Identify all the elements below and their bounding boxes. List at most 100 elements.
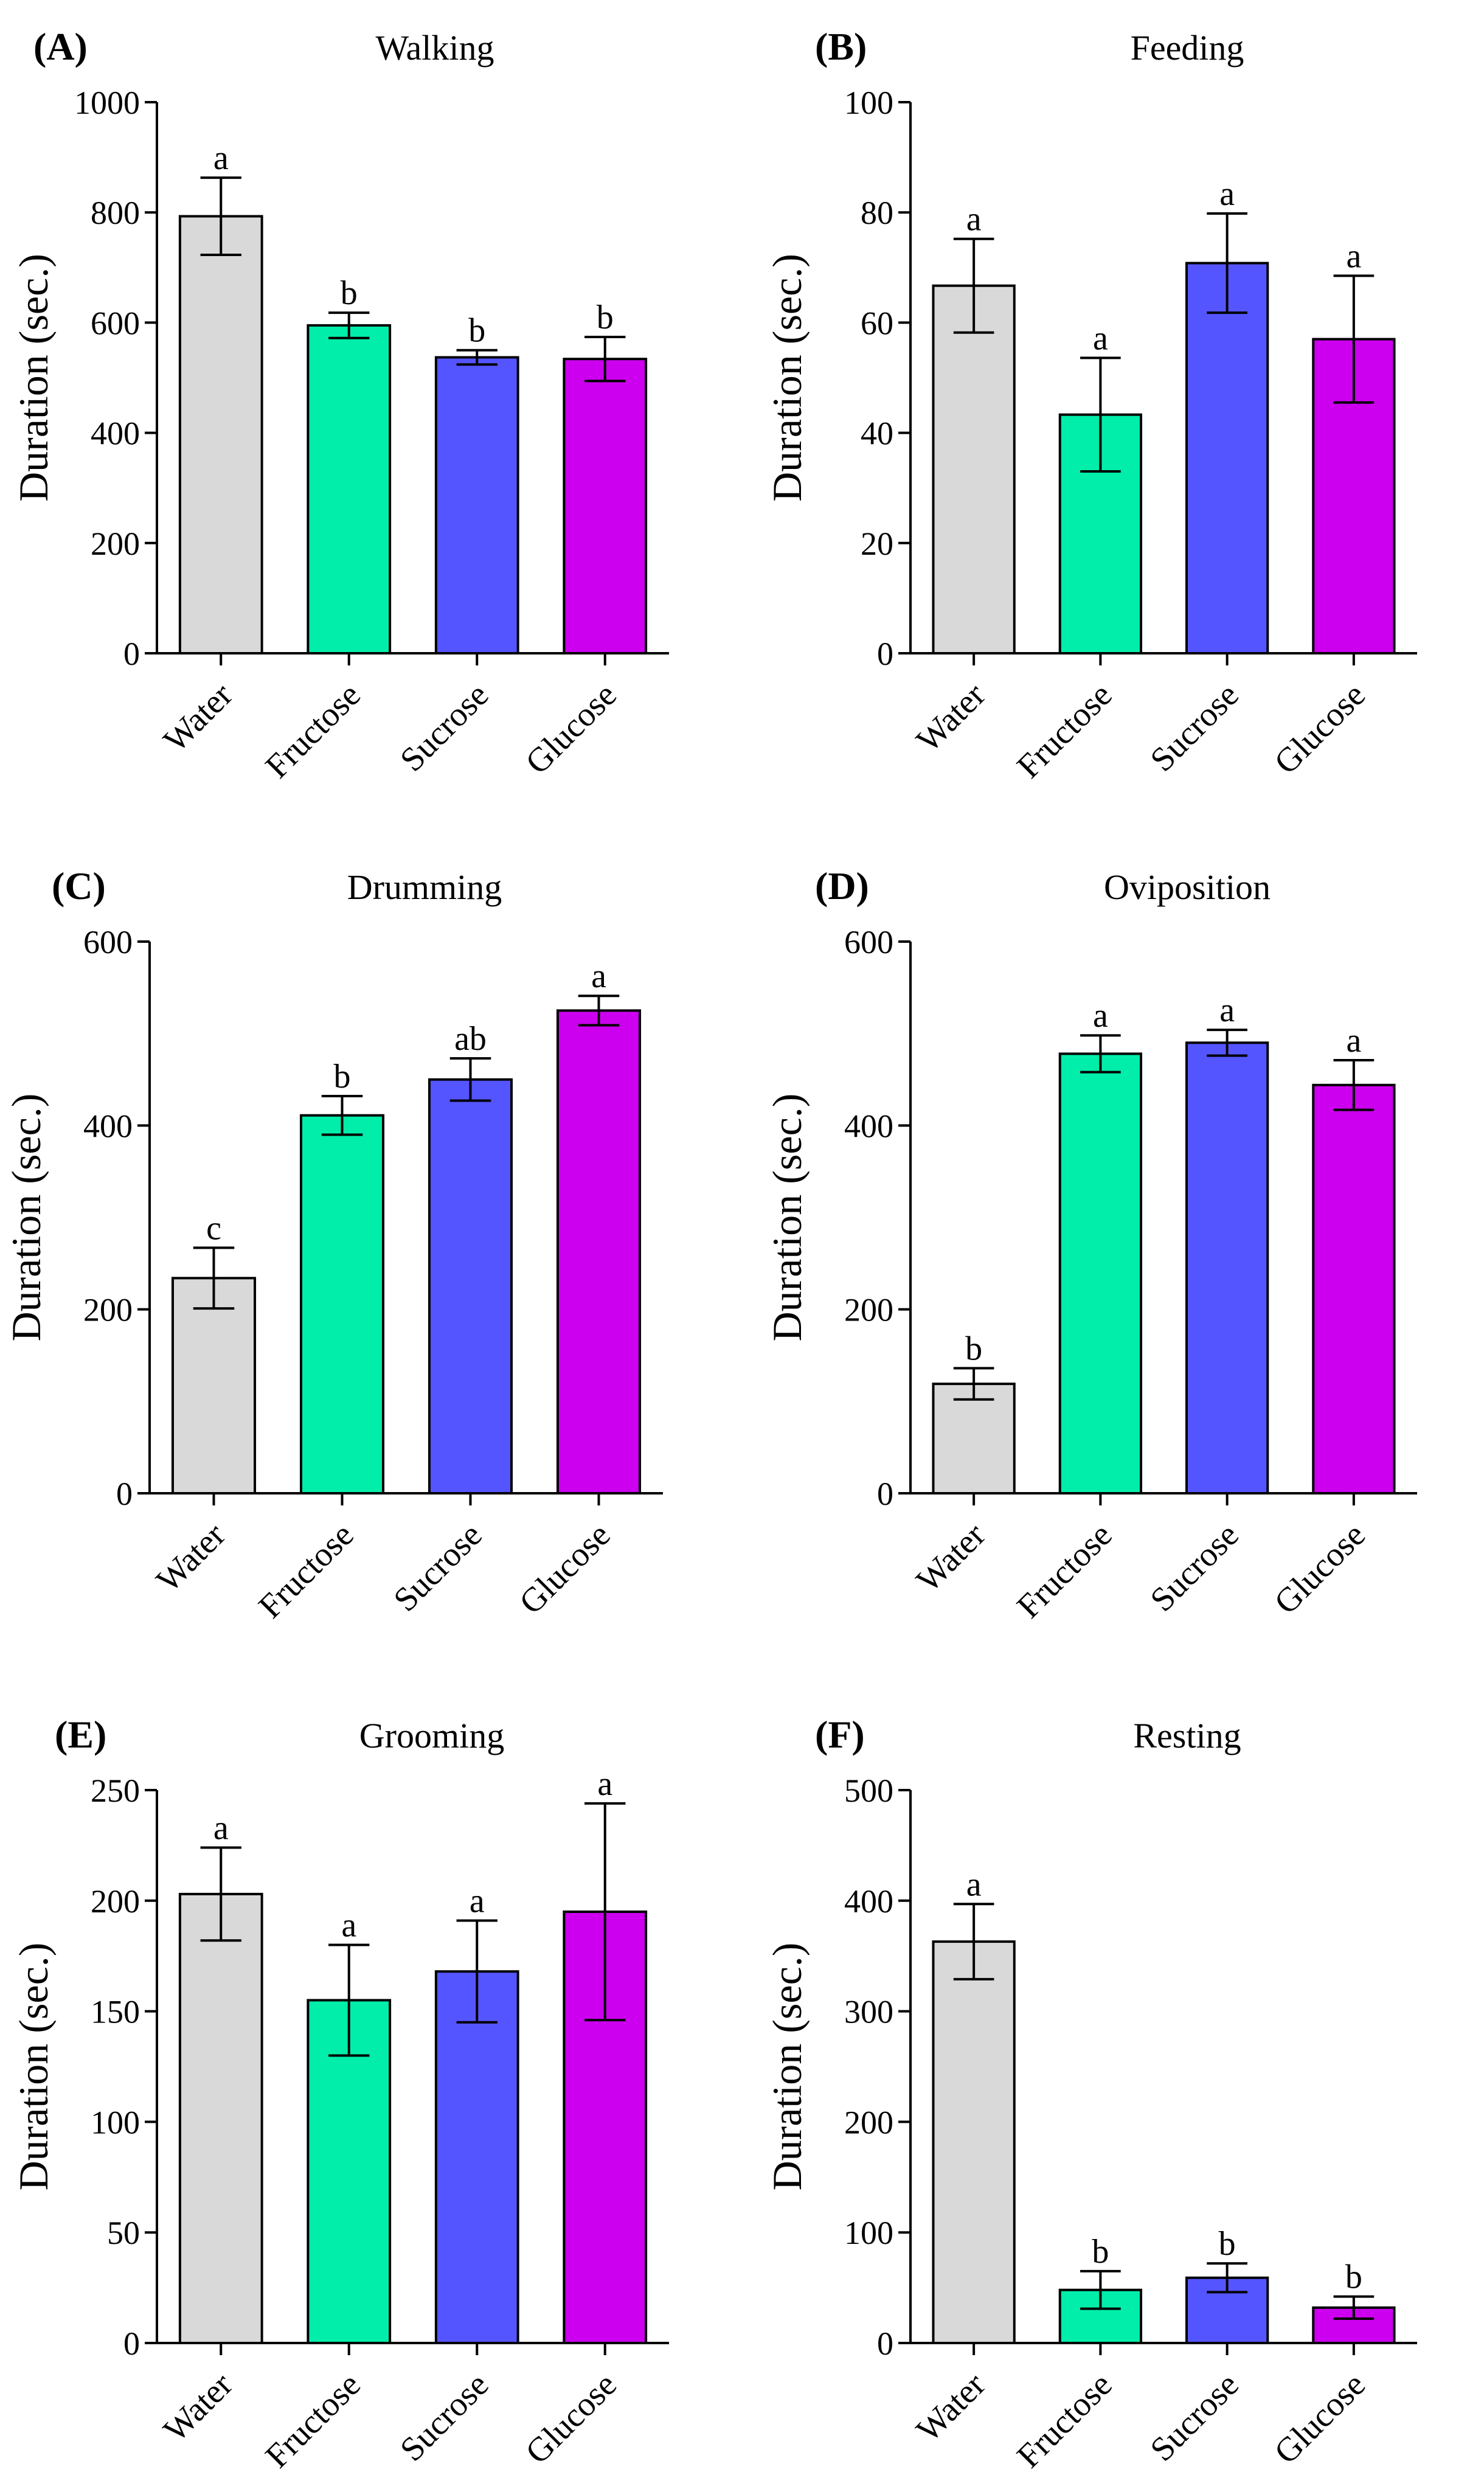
error-bar xyxy=(321,1094,363,1136)
chart-title: Oviposition xyxy=(1104,867,1271,907)
significance-letter: b xyxy=(1219,2225,1236,2263)
x-tick-label: Sucrose xyxy=(386,1516,489,1619)
x-tick-label: Fructose xyxy=(1010,2366,1119,2475)
y-tick-label: 200 xyxy=(83,1292,133,1328)
panel-letter: (E) xyxy=(55,1713,106,1756)
significance-letter: b xyxy=(341,274,358,312)
y-tick-label: 50 xyxy=(107,2215,140,2251)
panel-letter: (A) xyxy=(33,25,88,68)
bar-water xyxy=(932,284,1016,654)
y-tick-label: 0 xyxy=(123,2325,140,2362)
chart-title: Walking xyxy=(375,28,494,68)
x-tick-label: Glucose xyxy=(1267,2366,1373,2471)
y-tick-label: 600 xyxy=(91,305,140,341)
x-tick-label: Water xyxy=(909,676,993,760)
significance-letter: a xyxy=(591,957,606,995)
y-tick-label: 200 xyxy=(91,526,140,562)
panel-3: (C) Drumming Duration (sec.) 0 200 400 600 c Wat… xyxy=(3,864,663,1626)
bar-water xyxy=(932,1383,1016,1494)
x-tick-label: Fructose xyxy=(258,676,368,785)
x-tick-label: Glucose xyxy=(1267,1516,1373,1622)
panel-letter: (F) xyxy=(815,1713,865,1756)
error-bar xyxy=(456,349,498,366)
bar-water xyxy=(171,1277,257,1495)
error-bar xyxy=(1080,356,1121,473)
y-tick-label: 0 xyxy=(123,636,140,672)
chart-title: Grooming xyxy=(359,1716,504,1755)
error-bar xyxy=(200,176,241,256)
x-tick-label: Glucose xyxy=(512,1516,618,1622)
bar-water xyxy=(932,1940,1016,2344)
y-tick-label: 300 xyxy=(844,1994,893,2030)
y-axis-label: Duration (sec.) xyxy=(10,254,57,502)
error-bar xyxy=(584,335,626,383)
error-bar xyxy=(1207,212,1247,314)
significance-letter: a xyxy=(213,1810,229,1847)
x-tick-label: Sucrose xyxy=(393,2366,496,2468)
x-tick-label: Sucrose xyxy=(1143,676,1246,779)
significance-letter: a xyxy=(1346,237,1361,275)
y-tick-label: 0 xyxy=(877,636,893,672)
significance-letter: b xyxy=(468,312,485,350)
significance-letter: a xyxy=(341,1907,356,1945)
error-bar xyxy=(193,1246,235,1310)
significance-letter: a xyxy=(213,139,229,177)
y-tick-label: 400 xyxy=(83,1108,133,1144)
y-tick-label: 20 xyxy=(861,526,893,562)
panel-letter: (B) xyxy=(815,25,867,68)
bar-water xyxy=(178,215,263,654)
bar-glucose xyxy=(563,358,648,654)
y-tick-label: 500 xyxy=(844,1772,893,1809)
x-tick-label: Glucose xyxy=(518,676,624,782)
panel-6: (F) Resting Duration (sec.) 0 100 200 300 400 50… xyxy=(764,1713,1417,2476)
x-tick-label: Water xyxy=(156,2366,240,2449)
x-tick-label: Fructose xyxy=(1010,676,1119,785)
x-tick-label: Water xyxy=(909,1516,993,1600)
y-tick-label: 600 xyxy=(83,924,133,960)
y-tick-label: 80 xyxy=(861,195,893,231)
error-bar xyxy=(456,1919,498,2024)
error-bar xyxy=(1333,2295,1375,2321)
significance-letter: a xyxy=(1093,319,1108,357)
error-bar xyxy=(1080,1034,1121,1074)
significance-letter: a xyxy=(966,1866,982,1903)
y-tick-label: 100 xyxy=(844,2215,893,2251)
y-tick-label: 100 xyxy=(844,85,893,121)
significance-letter: b xyxy=(1345,2258,1362,2296)
y-tick-label: 1000 xyxy=(74,85,140,121)
y-tick-label: 200 xyxy=(91,1883,140,1920)
y-tick-label: 150 xyxy=(91,1994,140,2030)
error-bar xyxy=(449,1057,491,1102)
error-bar xyxy=(200,1846,241,1942)
error-bar xyxy=(584,1802,626,2022)
significance-letter: a xyxy=(1219,991,1235,1029)
error-bar xyxy=(1333,274,1375,404)
y-tick-label: 100 xyxy=(91,2104,140,2140)
x-tick-label: Glucose xyxy=(518,2366,624,2471)
y-tick-label: 40 xyxy=(861,415,893,452)
x-tick-label: Sucrose xyxy=(1143,1516,1246,1619)
error-bar xyxy=(953,237,994,334)
bar-fructose xyxy=(299,1114,385,1494)
error-bar xyxy=(328,311,370,339)
error-bar xyxy=(328,1943,370,2057)
significance-letter: a xyxy=(1093,997,1108,1035)
y-tick-label: 400 xyxy=(91,415,140,452)
y-tick-label: 400 xyxy=(844,1108,893,1144)
y-axis-label: Duration (sec.) xyxy=(3,1094,49,1342)
x-tick-label: Water xyxy=(909,2366,993,2449)
chart-title: Resting xyxy=(1133,1716,1241,1755)
error-bar xyxy=(1080,2269,1121,2310)
significance-letter: a xyxy=(1346,1022,1361,1060)
significance-letter: a xyxy=(597,1765,612,1803)
x-tick-label: Sucrose xyxy=(1143,2366,1246,2468)
error-bar xyxy=(953,1367,994,1401)
error-bar xyxy=(578,995,620,1027)
chart-title: Feeding xyxy=(1131,28,1244,68)
x-tick-label: Sucrose xyxy=(393,676,496,779)
y-tick-label: 600 xyxy=(844,924,893,960)
x-tick-label: Fructose xyxy=(1010,1516,1119,1625)
bar-water xyxy=(178,1892,263,2345)
y-axis-label: Duration (sec.) xyxy=(10,1943,57,2191)
